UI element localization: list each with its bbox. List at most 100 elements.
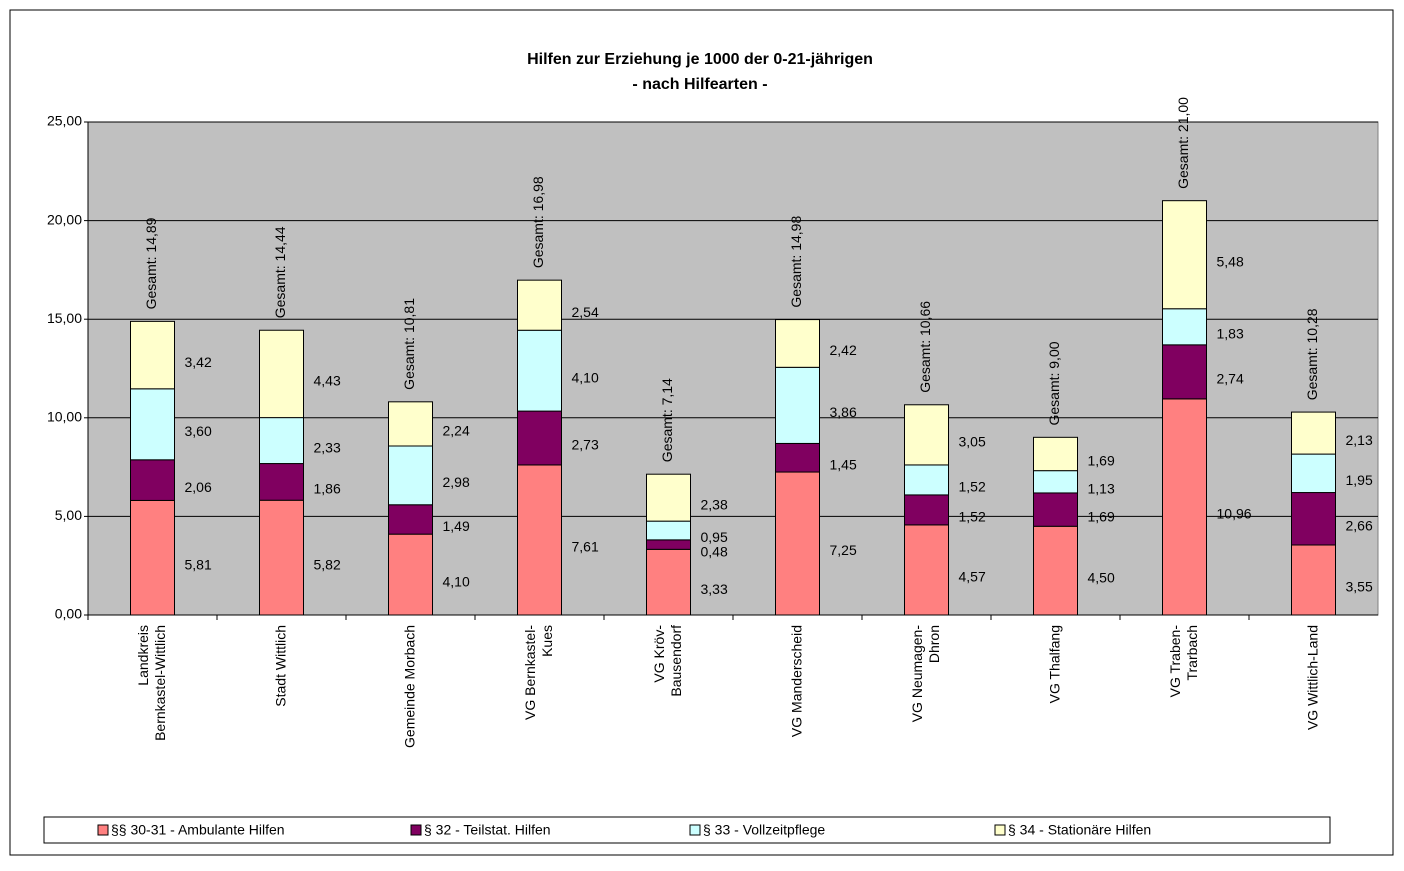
x-tick-label: Stadt Wittlich xyxy=(272,625,288,707)
value-label: 3,60 xyxy=(185,423,212,439)
legend-label: §§ 30-31 - Ambulante Hilfen xyxy=(111,822,285,838)
value-label: 2,98 xyxy=(443,474,470,490)
value-label: 1,13 xyxy=(1088,480,1115,496)
value-label: 4,10 xyxy=(572,369,599,385)
bar-segment xyxy=(775,442,820,473)
total-label: Gesamt: 7,14 xyxy=(659,378,675,462)
total-label: Gesamt: 10,28 xyxy=(1304,308,1320,400)
x-tick-label: LandkreisBernkastel-Wittlich xyxy=(135,625,168,741)
value-label: 1,69 xyxy=(1088,453,1115,469)
value-label: 4,50 xyxy=(1088,569,1115,585)
value-label: 10,96 xyxy=(1217,506,1252,522)
total-label: Gesamt: 10,81 xyxy=(401,298,417,390)
value-label: 0,48 xyxy=(701,543,728,559)
y-tick-label: 20,00 xyxy=(47,211,82,227)
bar-segment xyxy=(1291,453,1336,494)
bar-segment xyxy=(130,459,175,501)
value-label: 5,81 xyxy=(185,556,212,572)
total-label: Gesamt: 21,00 xyxy=(1175,97,1191,189)
total-label: Gesamt: 16,98 xyxy=(530,176,546,268)
x-tick-label: Gemeinde Morbach xyxy=(401,625,417,748)
value-label: 1,95 xyxy=(1346,472,1373,488)
value-label: 3,05 xyxy=(959,434,986,450)
bar-segment xyxy=(1033,525,1078,616)
legend-swatch xyxy=(994,824,1006,836)
bar-segment xyxy=(259,329,304,419)
bar-segment xyxy=(388,445,433,506)
value-label: 3,55 xyxy=(1346,579,1373,595)
total-label: Gesamt: 14,89 xyxy=(143,217,159,309)
value-label: 5,82 xyxy=(314,556,341,572)
bar-segment xyxy=(388,504,433,535)
bar-segment xyxy=(130,320,175,390)
bar-segment xyxy=(388,401,433,447)
value-label: 1,52 xyxy=(959,509,986,525)
value-label: 4,10 xyxy=(443,573,470,589)
value-label: 2,54 xyxy=(572,304,599,320)
value-label: 2,74 xyxy=(1217,371,1244,387)
bar-segment xyxy=(1291,492,1336,546)
value-label: 0,95 xyxy=(701,529,728,545)
y-tick-label: 25,00 xyxy=(47,113,82,129)
value-label: 1,49 xyxy=(443,518,470,534)
chart-subtitle: - nach Hilfearten - xyxy=(632,76,767,93)
value-label: 2,38 xyxy=(701,496,728,512)
bar-segment xyxy=(904,524,949,616)
x-tick-label: VG Bernkastel-Kues xyxy=(522,625,555,720)
x-tick-label: VG Kröv-Bausendorf xyxy=(651,625,684,697)
bar-segment xyxy=(517,410,562,466)
legend-label: § 32 - Teilstat. Hilfen xyxy=(424,822,551,838)
bar-segment xyxy=(517,329,562,412)
bar-segment xyxy=(904,494,949,526)
bar-segment xyxy=(1162,344,1207,400)
value-label: 1,45 xyxy=(830,456,857,472)
bar-segment xyxy=(517,279,562,331)
value-label: 2,13 xyxy=(1346,432,1373,448)
x-tick-label: VG Thalfang xyxy=(1046,625,1062,703)
value-label: 7,61 xyxy=(572,539,599,555)
value-label: 2,33 xyxy=(314,439,341,455)
legend-label: § 33 - Vollzeitpflege xyxy=(703,822,825,838)
bar-segment xyxy=(1033,470,1078,494)
bar-segment xyxy=(1291,544,1336,616)
value-label: 4,43 xyxy=(314,373,341,389)
value-label: 3,86 xyxy=(830,404,857,420)
value-label: 5,48 xyxy=(1217,253,1244,269)
bar-segment xyxy=(259,499,304,616)
legend-label: § 34 - Stationäre Hilfen xyxy=(1008,822,1151,838)
x-tick-label: VG Wittlich-Land xyxy=(1304,625,1320,730)
bar-segment xyxy=(775,471,820,616)
bar-segment xyxy=(646,520,691,541)
x-tick-label: VG Traben-Trarbach xyxy=(1167,625,1200,698)
chart-title: Hilfen zur Erziehung je 1000 der 0-21-jä… xyxy=(527,51,873,68)
bar-segment xyxy=(1291,411,1336,455)
y-tick-label: 0,00 xyxy=(55,606,82,622)
legend-swatch xyxy=(689,824,701,836)
bar-segment xyxy=(646,539,691,550)
y-tick-label: 5,00 xyxy=(55,507,82,523)
value-label: 3,42 xyxy=(185,354,212,370)
legend-swatch xyxy=(410,824,422,836)
bar-segment xyxy=(904,464,949,496)
value-label: 1,69 xyxy=(1088,508,1115,524)
bar-segment xyxy=(259,463,304,501)
bar-segment xyxy=(775,366,820,444)
value-label: 2,73 xyxy=(572,437,599,453)
value-label: 2,06 xyxy=(185,479,212,495)
value-label: 1,83 xyxy=(1217,325,1244,341)
legend-box xyxy=(43,816,1331,844)
total-label: Gesamt: 14,44 xyxy=(272,226,288,318)
total-label: Gesamt: 10,66 xyxy=(917,301,933,393)
total-label: Gesamt: 14,98 xyxy=(788,216,804,308)
bar-segment xyxy=(646,548,691,616)
bar-segment xyxy=(1033,436,1078,472)
y-tick-label: 15,00 xyxy=(47,310,82,326)
bar-segment xyxy=(1162,308,1207,346)
bar-segment xyxy=(130,499,175,616)
bar-segment xyxy=(1162,398,1207,616)
value-label: 2,66 xyxy=(1346,517,1373,533)
value-label: 2,24 xyxy=(443,423,470,439)
value-label: 1,52 xyxy=(959,479,986,495)
total-label: Gesamt: 9,00 xyxy=(1046,341,1062,425)
